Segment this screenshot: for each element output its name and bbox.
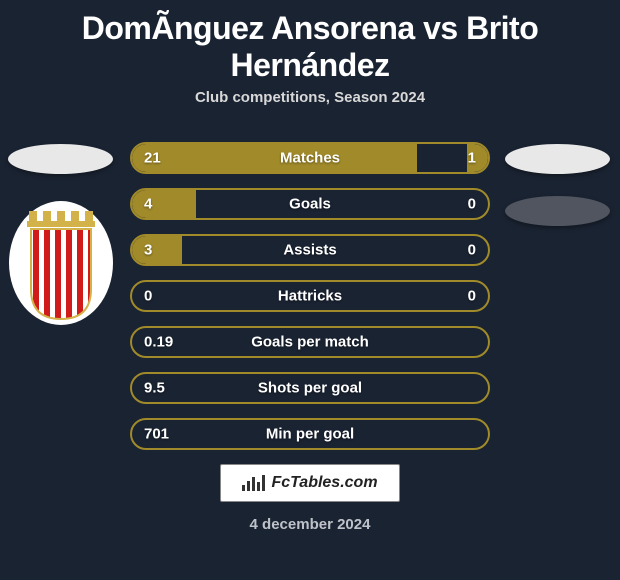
stat-value-left: 21: [144, 150, 161, 167]
stat-value-left: 4: [144, 196, 152, 213]
stat-value-left: 9.5: [144, 380, 165, 397]
watermark-text: FcTables.com: [271, 474, 377, 492]
stat-value-left: 701: [144, 426, 169, 443]
stat-row: 4 Goals 0: [130, 188, 490, 220]
chart-icon: [242, 475, 265, 491]
stat-label: Min per goal: [266, 426, 354, 443]
stat-value-right: 0: [468, 196, 476, 213]
stat-value-left: 3: [144, 242, 152, 259]
stat-row: 701 Min per goal: [130, 418, 490, 450]
stat-value-right: 1: [468, 150, 476, 167]
page-title: DomÃ­nguez Ansorena vs Brito Hernández: [0, 0, 620, 89]
stat-label: Matches: [280, 150, 340, 167]
stat-fill-left: [132, 236, 182, 264]
subtitle: Club competitions, Season 2024: [0, 89, 620, 124]
stat-label: Shots per goal: [258, 380, 362, 397]
stat-value-left: 0: [144, 288, 152, 305]
stats-list: 21 Matches 1 4 Goals 0 3 Assists 0 0 Hattricks 0 0.1…: [130, 124, 490, 450]
stat-label: Assists: [283, 242, 336, 259]
stat-row: 0.19 Goals per match: [130, 326, 490, 358]
stat-value-right: 0: [468, 288, 476, 305]
stat-row: 9.5 Shots per goal: [130, 372, 490, 404]
comparison-panel: 21 Matches 1 4 Goals 0 3 Assists 0 0 Hattricks 0 0.1…: [0, 124, 620, 533]
player-right-club-placeholder: [505, 196, 610, 226]
player-left-photo-placeholder: [8, 144, 113, 174]
stat-value-left: 0.19: [144, 334, 173, 351]
stat-value-right: 0: [468, 242, 476, 259]
stat-label: Goals: [289, 196, 331, 213]
stat-row: 0 Hattricks 0: [130, 280, 490, 312]
stat-fill-left: [132, 144, 417, 172]
stat-row: 21 Matches 1: [130, 142, 490, 174]
date-label: 4 december 2024: [0, 516, 620, 533]
player-right-photo-placeholder: [505, 144, 610, 174]
watermark-badge: FcTables.com: [220, 464, 400, 502]
player-left-club-badge: [7, 199, 115, 327]
stat-fill-left: [132, 190, 196, 218]
stat-label: Hattricks: [278, 288, 342, 305]
stat-row: 3 Assists 0: [130, 234, 490, 266]
stat-label: Goals per match: [251, 334, 369, 351]
